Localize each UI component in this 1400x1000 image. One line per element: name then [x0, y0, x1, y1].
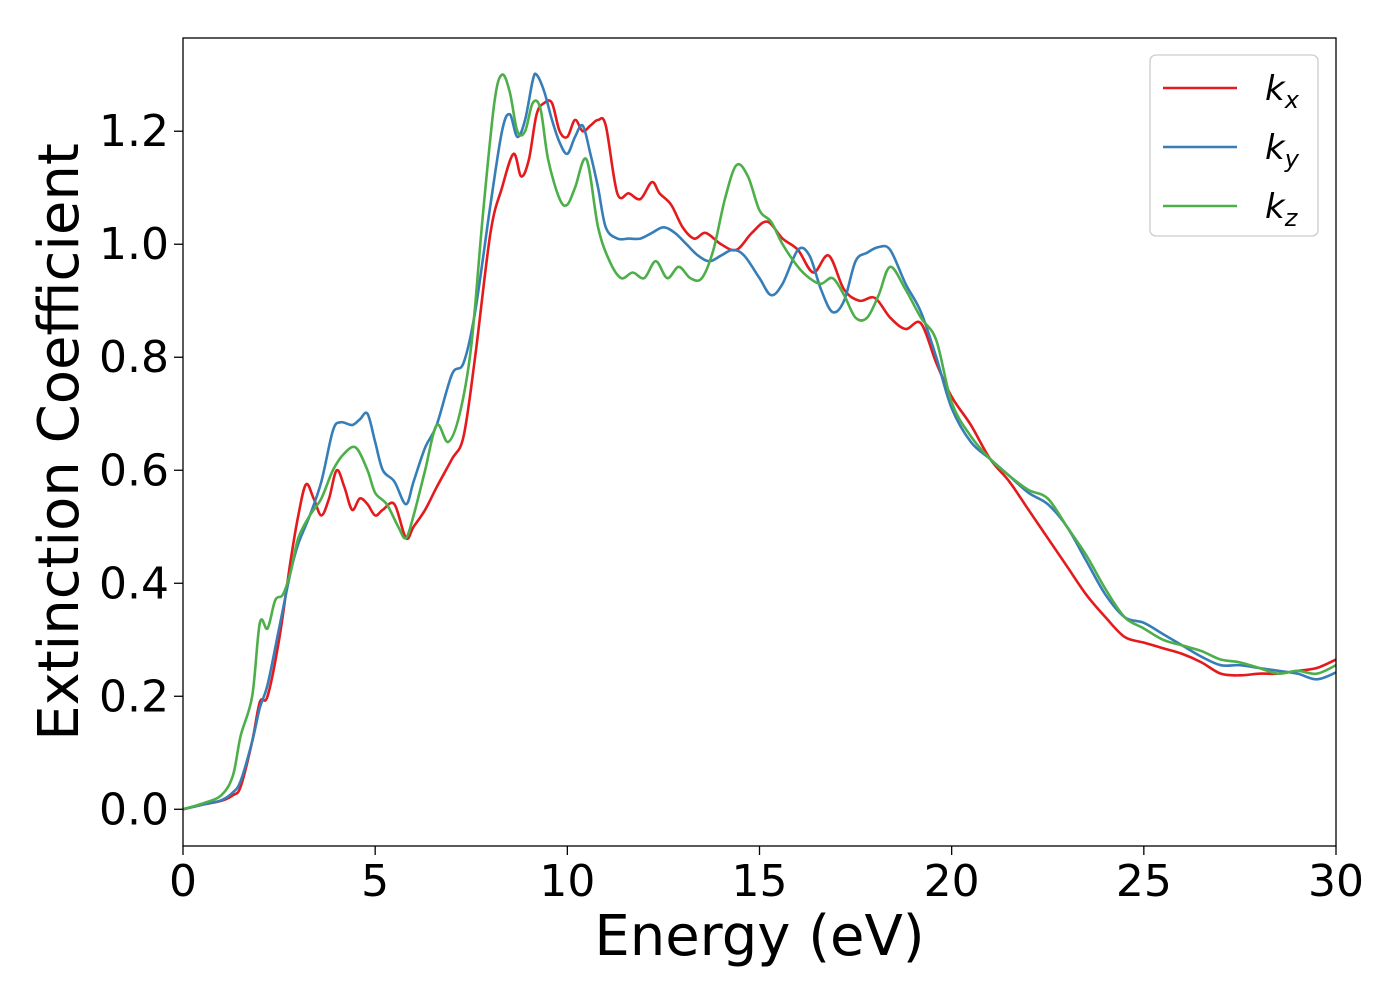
legend-label-k-z: kz	[1265, 187, 1299, 232]
x-axis-label: Energy (eV)	[594, 904, 924, 969]
series-line-k-z	[183, 73, 1336, 811]
y-tick-label: 1.2	[99, 106, 169, 157]
x-axis-ticks: 0 5 10 15 20 25 30	[169, 846, 1364, 907]
x-tick-label: 5	[361, 856, 389, 907]
x-tick-label: 0	[169, 856, 197, 907]
legend: kx ky kz	[1149, 54, 1319, 237]
legend-label-k-x: kx	[1265, 69, 1300, 114]
legend-box	[1149, 54, 1319, 237]
y-tick-label: 0.6	[99, 445, 169, 496]
series-line-k-x	[183, 99, 1336, 811]
x-tick-label: 10	[539, 856, 595, 907]
y-axis-label: Extinction Coefficient	[27, 143, 92, 741]
y-tick-label: 1.0	[99, 219, 169, 270]
y-tick-label: 0.8	[99, 332, 169, 383]
legend-label-k-y: ky	[1265, 128, 1300, 173]
y-tick-label: 0.0	[99, 784, 169, 835]
x-tick-label: 15	[732, 856, 788, 907]
x-tick-label: 30	[1308, 856, 1364, 907]
y-tick-label: 0.2	[99, 671, 169, 722]
x-tick-label: 25	[1116, 856, 1172, 907]
x-tick-label: 20	[924, 856, 980, 907]
series-layer	[183, 72, 1336, 811]
series-line-k-y	[183, 72, 1336, 811]
y-axis-ticks: 0.0 0.2 0.4 0.6 0.8 1.0 1.2	[99, 106, 183, 835]
y-tick-label: 0.4	[99, 558, 169, 609]
